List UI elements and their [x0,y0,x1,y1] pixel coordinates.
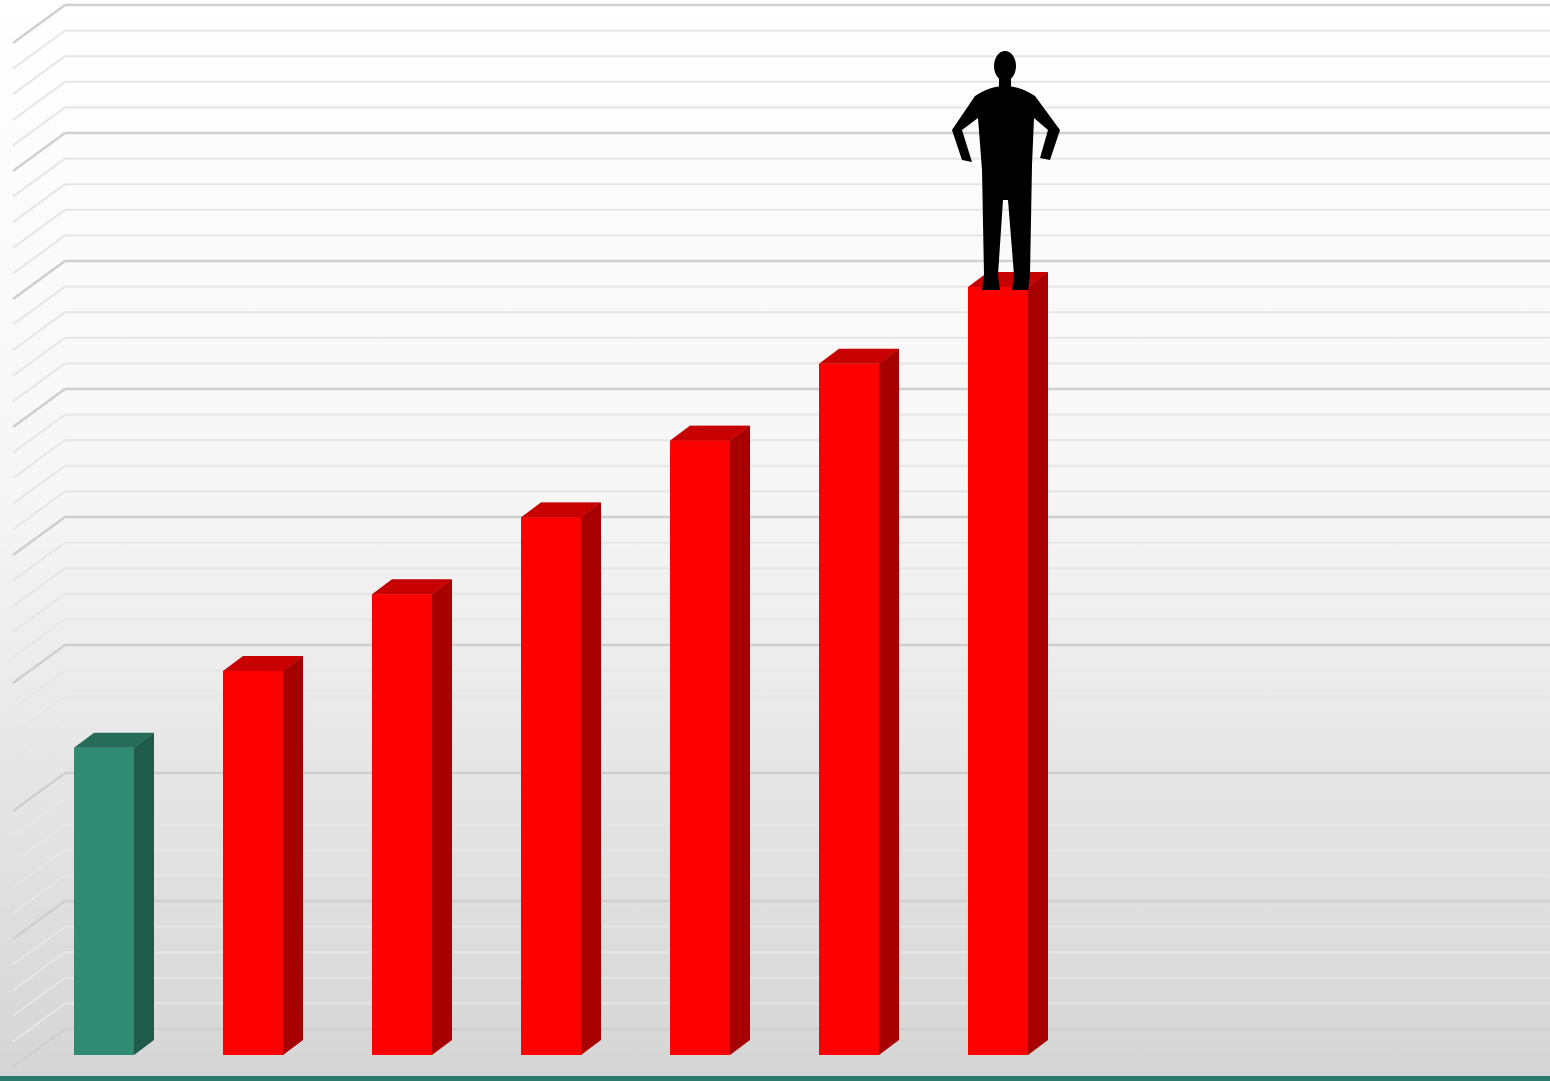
minor-grid-line-side [12,618,66,659]
grid-line-side [12,771,66,813]
bar-front [968,287,1028,1055]
minor-grid-line-side [12,55,66,96]
minor-grid-line-side [12,1002,66,1043]
minor-grid-line-side [12,925,66,966]
grid-line-side [12,3,66,45]
grid-line-side [12,899,66,941]
minor-grid-line-side [12,976,66,1017]
bar-side [1028,272,1048,1055]
minor-grid-line-side [12,336,66,377]
minor-grid-line-side [12,234,66,275]
minor-grid-line-side [12,29,66,70]
minor-grid-line-side [12,848,66,889]
bar-top [521,502,601,518]
minor-grid-line-side [12,80,66,121]
minor-grid-line-side [12,951,66,992]
minor-grid-line-side [12,541,66,582]
minor-grid-line-side [12,106,66,147]
bar-front [521,517,581,1055]
grid [12,3,1550,1069]
minor-grid-line-side [12,464,66,505]
bar-front [223,671,283,1055]
grid-line-side [12,515,66,557]
bar-front [372,594,432,1055]
minor-grid-line-side [12,490,66,531]
bottom-strip [0,1076,1550,1081]
minor-grid-line-side [12,746,66,787]
bar-top [74,732,154,748]
bar-top [223,656,303,671]
grid-line-side [12,1027,66,1069]
bar-top [819,348,899,364]
minor-grid-line-side [12,311,66,352]
grid-line-side [12,259,66,301]
minor-grid-line-side [12,823,66,864]
bar-side [730,425,750,1056]
bar-top [372,579,452,595]
bar-side [134,732,154,1055]
minor-grid-line-side [12,208,66,249]
minor-grid-line-side [12,183,66,224]
bar-side [432,579,452,1055]
minor-grid-line-side [12,720,66,761]
minor-grid-line-side [12,669,66,710]
minor-grid-line-side [12,797,66,838]
bar-side [581,502,601,1055]
minor-grid-line-side [12,413,66,454]
minor-grid-line-side [12,362,66,403]
bar-front [819,363,879,1055]
minor-grid-line-side [12,695,66,736]
bar-top [670,425,750,441]
grid-line-side [12,387,66,429]
minor-grid-line-side [12,439,66,480]
minor-grid-line-side [12,592,66,633]
bar-side [283,656,303,1055]
bar-side [879,348,899,1055]
bar-front [670,440,730,1056]
minor-grid-line-side [12,157,66,198]
bar-front [74,747,134,1055]
minor-grid-line-side [12,567,66,608]
person-silhouette [952,51,1060,290]
grid-line-side [12,131,66,173]
minor-grid-line-side [12,285,66,326]
minor-grid-line-side [12,874,66,915]
bars [74,272,1048,1056]
grid-line-side [12,643,66,685]
